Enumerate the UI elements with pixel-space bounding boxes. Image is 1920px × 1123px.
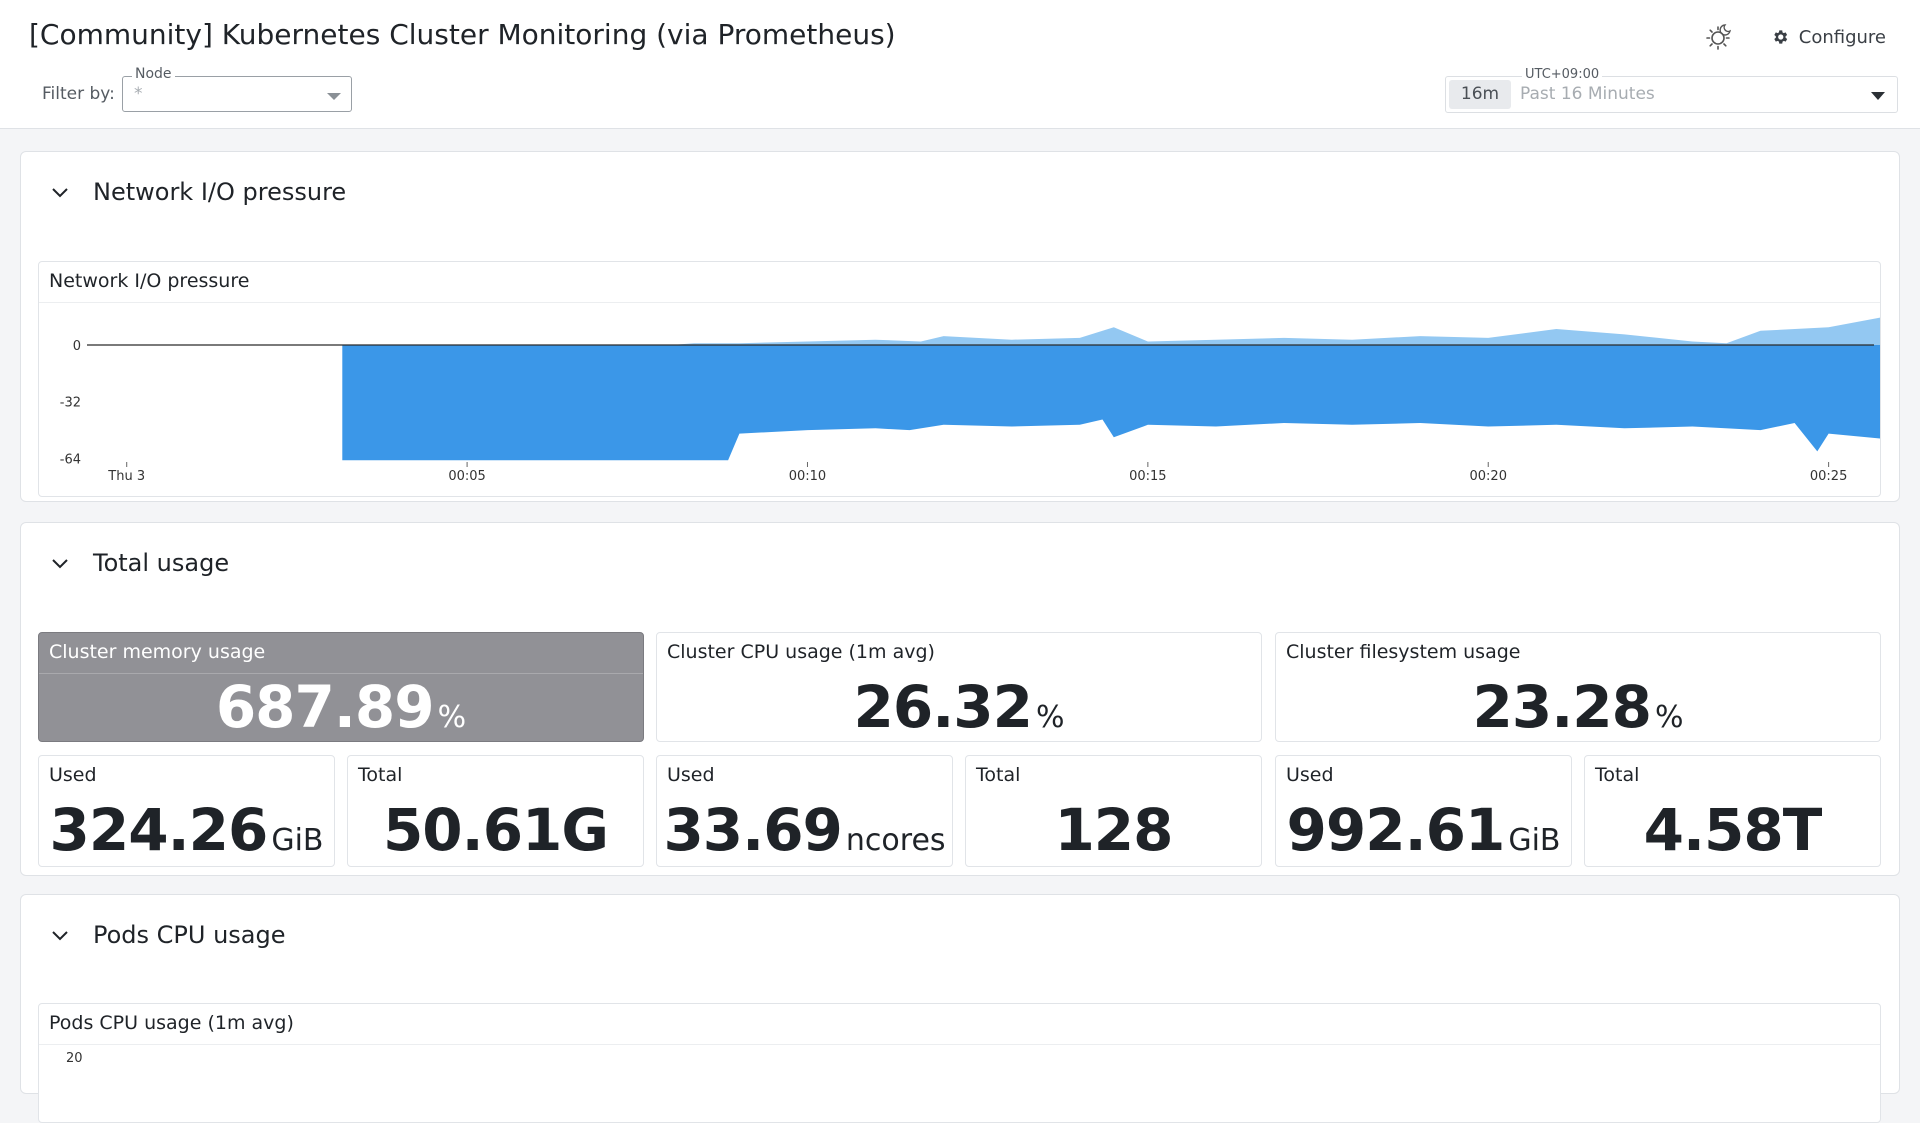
stat-value: 50.61G — [382, 796, 609, 864]
section-pods-cpu: Pods CPU usage Pods CPU usage (1m avg) 2… — [20, 894, 1900, 1123]
section-title: Total usage — [93, 549, 230, 577]
panel-title: Total — [1595, 764, 1640, 786]
gear-icon — [1774, 30, 1787, 44]
network-io-chart[interactable]: 0 -32 -64 Thu 3 00:05 00:10 00:15 00:20 00:25 — [39, 262, 1880, 496]
panel-title: Pods CPU usage (1m avg) — [49, 1012, 294, 1034]
memory-used-panel[interactable]: Used 324.26 GiB — [38, 755, 335, 867]
panel-title: Cluster filesystem usage — [1286, 641, 1521, 663]
stat-value: 128 — [1054, 796, 1173, 864]
time-range-select[interactable]: UTC+09:00 16m Past 16 Minutes — [1445, 67, 1898, 113]
time-range-badge: 16m — [1449, 80, 1511, 109]
cluster-memory-usage-panel[interactable]: Cluster memory usage 687.89% — [38, 632, 644, 742]
stat-value: 23.28% — [1472, 673, 1684, 741]
stat-value: 33.69 ncores — [663, 796, 946, 864]
cluster-cpu-usage-panel[interactable]: Cluster CPU usage (1m avg) 26.32% — [656, 632, 1262, 742]
x-tick-label: 00:05 — [448, 469, 485, 484]
cluster-filesystem-usage-panel[interactable]: Cluster filesystem usage 23.28% — [1275, 632, 1881, 742]
filesystem-total-panel[interactable]: Total 4.58T — [1584, 755, 1881, 867]
section-network-io-header[interactable]: Network I/O pressure — [49, 178, 346, 206]
panel-title: Used — [667, 764, 715, 786]
node-filter-select[interactable]: Node * — [122, 66, 352, 112]
network-io-panel: Network I/O pressure 0 -32 -64 Thu 3 00:05 00… — [38, 261, 1881, 497]
section-title: Pods CPU usage — [93, 921, 286, 949]
x-tick-label: 00:25 — [1810, 469, 1847, 484]
chevron-down-icon — [52, 559, 68, 569]
timezone-label: UTC+09:00 — [1522, 67, 1603, 82]
sun-moon-icon[interactable] — [1703, 22, 1733, 52]
chevron-down-icon — [52, 931, 68, 941]
section-network-io: Network I/O pressure Network I/O pressur… — [20, 151, 1900, 502]
caret-down-icon — [327, 93, 341, 100]
x-tick-label: 00:10 — [789, 469, 826, 484]
time-range-label: Past 16 Minutes — [1520, 84, 1655, 104]
caret-down-icon — [1871, 92, 1885, 100]
series-area-0[interactable] — [342, 345, 1880, 461]
stat-value: 992.61 GiB — [1286, 796, 1561, 864]
section-total-usage: Total usage Cluster memory usage 687.89%… — [20, 522, 1900, 876]
cpu-total-panel[interactable]: Total 128 — [965, 755, 1262, 867]
x-tick-label: Thu 3 — [107, 469, 145, 484]
series-area-1[interactable] — [342, 317, 1880, 345]
node-filter-legend: Node — [132, 66, 175, 82]
y-tick-label: 0 — [73, 339, 81, 354]
panel-title: Total — [976, 764, 1021, 786]
panel-title: Used — [49, 764, 97, 786]
configure-label: Configure — [1798, 26, 1886, 48]
x-tick-label: 00:20 — [1470, 469, 1507, 484]
chevron-down-icon — [52, 188, 68, 198]
panel-title: Used — [1286, 764, 1334, 786]
stat-value: 687.89% — [215, 673, 467, 741]
stat-value: 4.58T — [1643, 796, 1823, 864]
configure-button[interactable]: Configure — [1771, 27, 1886, 48]
header-actions: Configure — [1703, 22, 1886, 52]
filter-label: Filter by: — [42, 84, 115, 104]
cpu-used-panel[interactable]: Used 33.69 ncores — [656, 755, 953, 867]
dashboard-header: [Community] Kubernetes Cluster Monitorin… — [0, 0, 1920, 129]
filesystem-used-panel[interactable]: Used 992.61 GiB — [1275, 755, 1572, 867]
y-tick-label: 20 — [66, 1051, 83, 1066]
stat-value: 324.26 GiB — [49, 796, 324, 864]
dashboard-title: [Community] Kubernetes Cluster Monitorin… — [29, 18, 896, 51]
memory-total-panel[interactable]: Total 50.61G — [347, 755, 644, 867]
x-tick-label: 00:15 — [1129, 469, 1166, 484]
section-total-usage-header[interactable]: Total usage — [49, 549, 229, 577]
y-tick-label: -64 — [60, 452, 81, 467]
section-pods-cpu-header[interactable]: Pods CPU usage — [49, 921, 286, 949]
stat-value: 26.32% — [853, 673, 1065, 741]
panel-title: Network I/O pressure — [49, 270, 250, 292]
section-title: Network I/O pressure — [93, 178, 347, 206]
panel-title: Cluster CPU usage (1m avg) — [667, 641, 935, 663]
y-tick-label: -32 — [60, 396, 81, 411]
pods-cpu-panel: Pods CPU usage (1m avg) 20 — [38, 1003, 1881, 1123]
panel-title: Cluster memory usage — [49, 641, 266, 663]
panel-title: Total — [358, 764, 403, 786]
node-filter-value: * — [134, 84, 143, 104]
